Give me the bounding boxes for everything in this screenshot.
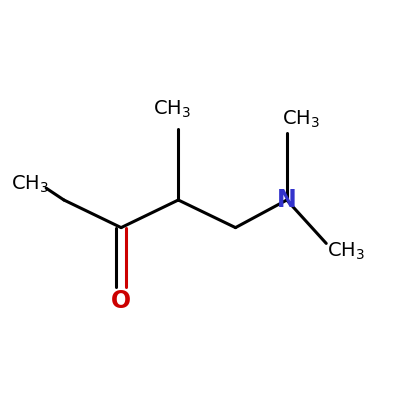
- Text: CH$_3$: CH$_3$: [153, 99, 191, 120]
- Text: CH$_3$: CH$_3$: [11, 174, 49, 195]
- Text: O: O: [111, 288, 131, 312]
- Text: CH$_3$: CH$_3$: [282, 108, 320, 130]
- Text: N: N: [277, 188, 297, 212]
- Text: CH$_3$: CH$_3$: [327, 241, 365, 262]
